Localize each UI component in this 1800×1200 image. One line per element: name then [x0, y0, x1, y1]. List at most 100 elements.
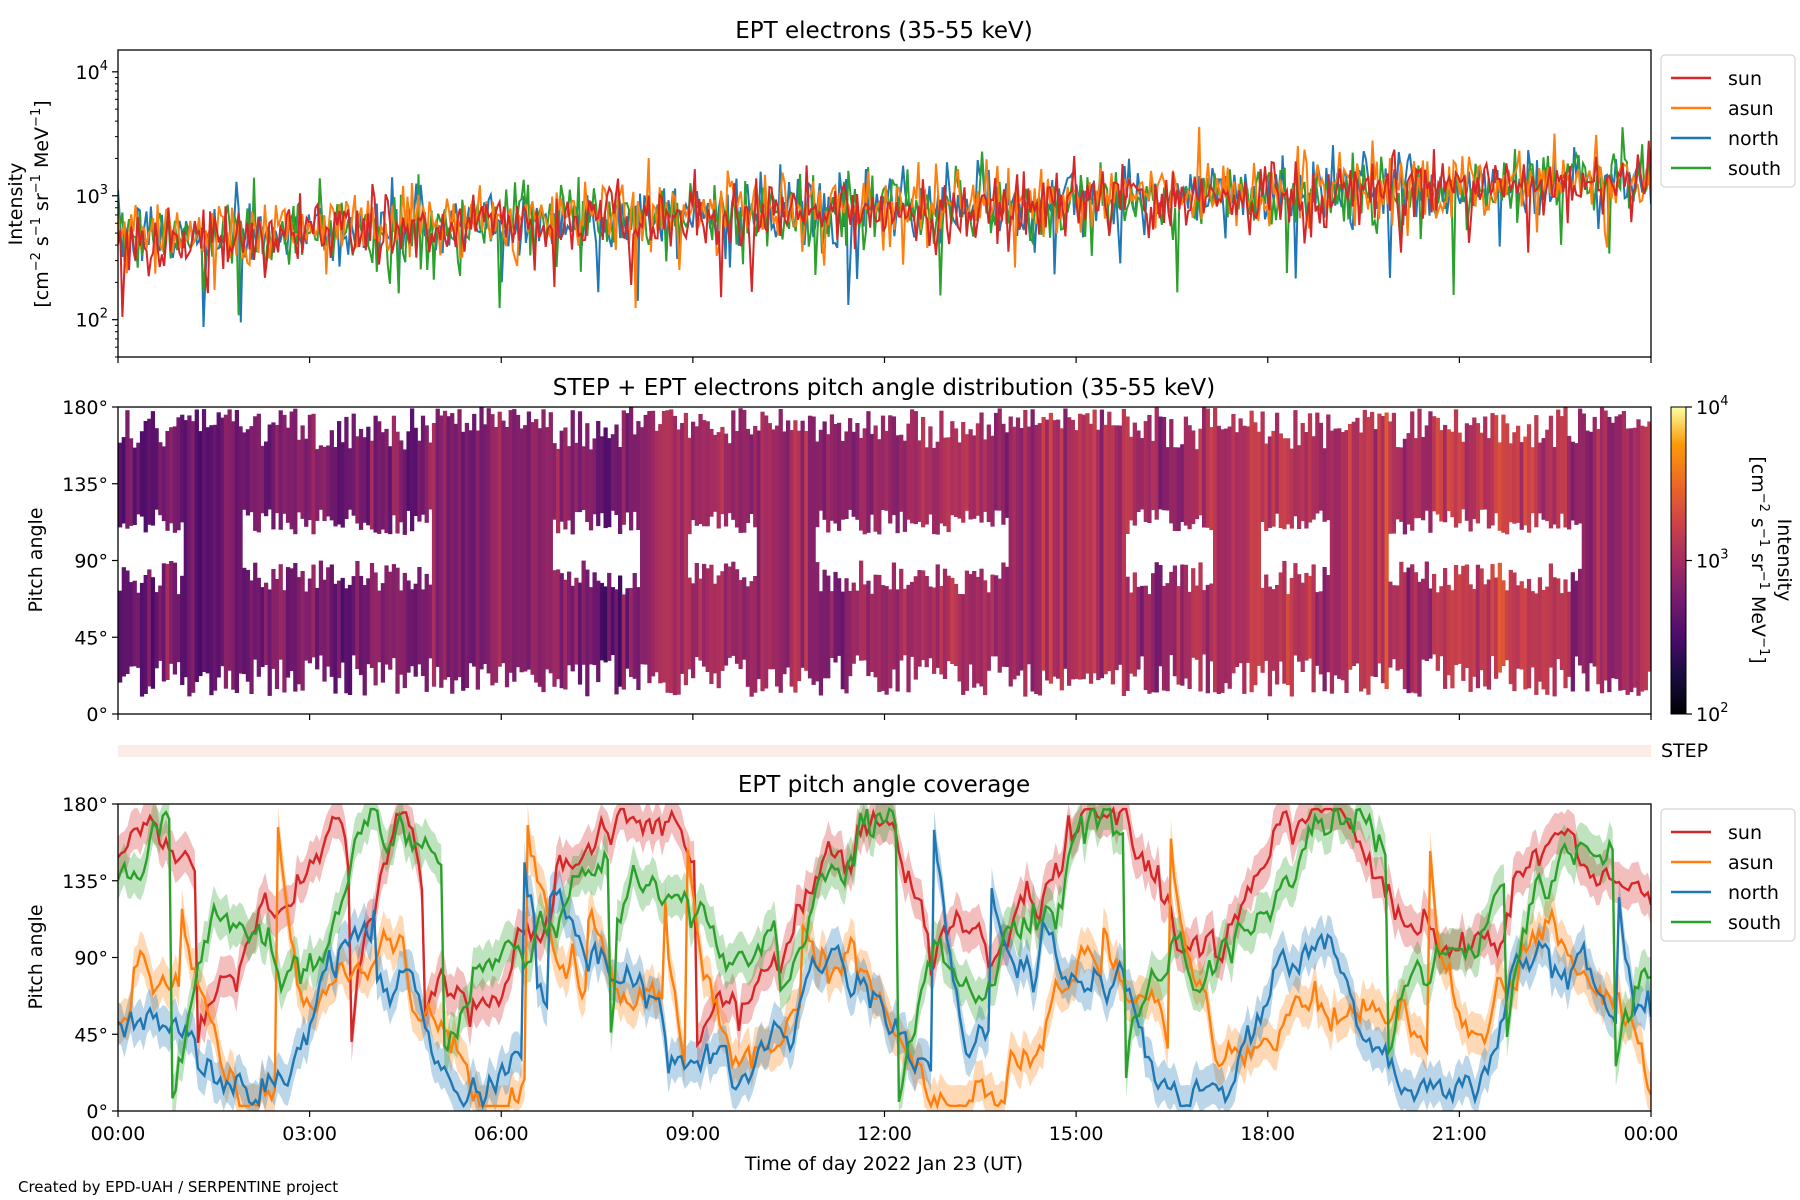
heatmap-cell	[687, 437, 692, 535]
heatmap-cell	[851, 582, 856, 664]
heatmap-cell	[1483, 416, 1488, 510]
intensity-legend-box	[1660, 54, 1796, 188]
heatmap-cell	[1147, 414, 1152, 523]
heatmap-cell	[910, 581, 915, 657]
heatmap-cell	[1154, 562, 1159, 693]
heatmap-cell	[234, 410, 240, 693]
footer-credit: Created by EPD-UAH / SERPENTINE project	[18, 1178, 338, 1196]
heatmap-cell	[1161, 417, 1167, 511]
legend-label-south: south	[1728, 158, 1781, 180]
heatmap-cell	[1417, 408, 1422, 519]
heatmap-cell	[1151, 440, 1156, 511]
heatmap-cell	[158, 585, 163, 661]
heatmap-cell	[373, 415, 378, 533]
heatmap-cell	[1435, 417, 1440, 515]
heatmap-cell	[125, 570, 130, 674]
heatmap-cell	[1158, 416, 1163, 510]
heatmap-cell	[541, 409, 546, 693]
heatmap-cell	[176, 594, 181, 663]
heatmap-cell	[464, 422, 470, 688]
heatmap-cell	[1253, 422, 1258, 686]
heatmap-cell	[132, 580, 137, 667]
heatmap-cell	[220, 417, 225, 667]
y-tick-label: 90°	[74, 551, 108, 573]
heatmap-cell	[1202, 407, 1207, 528]
heatmap-cell	[1479, 432, 1484, 510]
heatmap-cell	[1395, 585, 1400, 671]
heatmap-cell	[829, 414, 835, 521]
y-tick-label: 0°	[86, 1101, 108, 1123]
y-tick-label: 104	[76, 59, 108, 84]
heatmap-cell	[1286, 438, 1291, 525]
heatmap-cell	[1311, 564, 1316, 693]
heatmap-cell	[1625, 428, 1630, 695]
series-asun-coverage-line	[118, 824, 1651, 1110]
heatmap-cell	[1410, 411, 1415, 531]
heatmap-cell	[902, 440, 908, 532]
heatmap-cell	[242, 567, 247, 675]
heatmap-cell	[264, 582, 269, 665]
heatmap-cell	[1450, 431, 1455, 518]
heatmap-cell	[1194, 449, 1200, 520]
heatmap-cell	[1005, 566, 1010, 667]
heatmap-cell	[574, 577, 579, 665]
heatmap-cell	[128, 582, 134, 667]
heatmap-cell	[512, 409, 517, 682]
heatmap-cell	[1399, 561, 1404, 670]
heatmap-cell	[1136, 430, 1141, 512]
heatmap-cell	[1340, 432, 1346, 681]
heatmap-cell	[1322, 448, 1327, 522]
heatmap-cell	[1563, 407, 1568, 528]
heatmap-cell	[745, 428, 751, 523]
heatmap-cell	[815, 562, 820, 682]
heatmap-cell	[1417, 581, 1422, 697]
heatmap-cell	[913, 411, 918, 525]
heatmap-cell	[559, 430, 564, 522]
heatmap-cell	[632, 573, 637, 679]
heatmap-cell	[942, 437, 948, 527]
heatmap-cell	[1537, 577, 1543, 682]
heatmap-cell	[369, 563, 375, 668]
heatmap-cell	[1318, 422, 1324, 511]
heatmap-cell	[895, 435, 900, 534]
heatmap-cell	[1432, 573, 1437, 655]
heatmap-cell	[1143, 585, 1148, 691]
heatmap-cell	[953, 583, 959, 666]
heatmap-cell	[1391, 412, 1397, 534]
heatmap-cell	[307, 414, 313, 521]
heatmap-cell	[596, 421, 601, 527]
heatmap-cell	[315, 587, 320, 670]
heatmap-cell	[1059, 428, 1064, 691]
heatmap-cell	[1129, 436, 1134, 521]
heatmap-cell	[1632, 427, 1638, 688]
heatmap-cell	[1224, 428, 1229, 684]
heatmap-cell	[461, 431, 466, 691]
heatmap-cell	[1388, 581, 1393, 668]
heatmap-cell	[749, 581, 754, 697]
intensity-y-ticks: 102 103 104	[76, 59, 118, 358]
heatmap-cell	[734, 431, 740, 528]
heatmap-cell	[691, 421, 696, 521]
heatmap-cell	[329, 564, 334, 677]
heatmap-cell	[1541, 590, 1546, 690]
heatmap-cell	[705, 421, 710, 527]
heatmap-cell	[191, 421, 196, 693]
heatmap-cell	[932, 447, 937, 535]
heatmap-cell	[1355, 417, 1360, 664]
series-south-coverage-line	[118, 807, 1651, 1103]
heatmap-cell	[997, 408, 1002, 511]
heatmap-cell	[862, 584, 867, 661]
heatmap-cell	[618, 575, 623, 687]
heatmap-cell	[1151, 573, 1156, 693]
heatmap-cell	[216, 412, 221, 678]
heatmap-cell	[1161, 585, 1167, 691]
heatmap-cell	[581, 446, 586, 510]
heatmap-cell	[1333, 428, 1338, 676]
heatmap-cell	[880, 585, 886, 691]
x-tick-label: 18:00	[1240, 1123, 1295, 1145]
intensity-panel: EPT electrons (35-55 keV) 102 103 104 Inte…	[5, 18, 1796, 363]
heatmap-cell	[899, 434, 904, 512]
heatmap-cell	[939, 410, 944, 524]
heatmap-cell	[439, 415, 444, 688]
